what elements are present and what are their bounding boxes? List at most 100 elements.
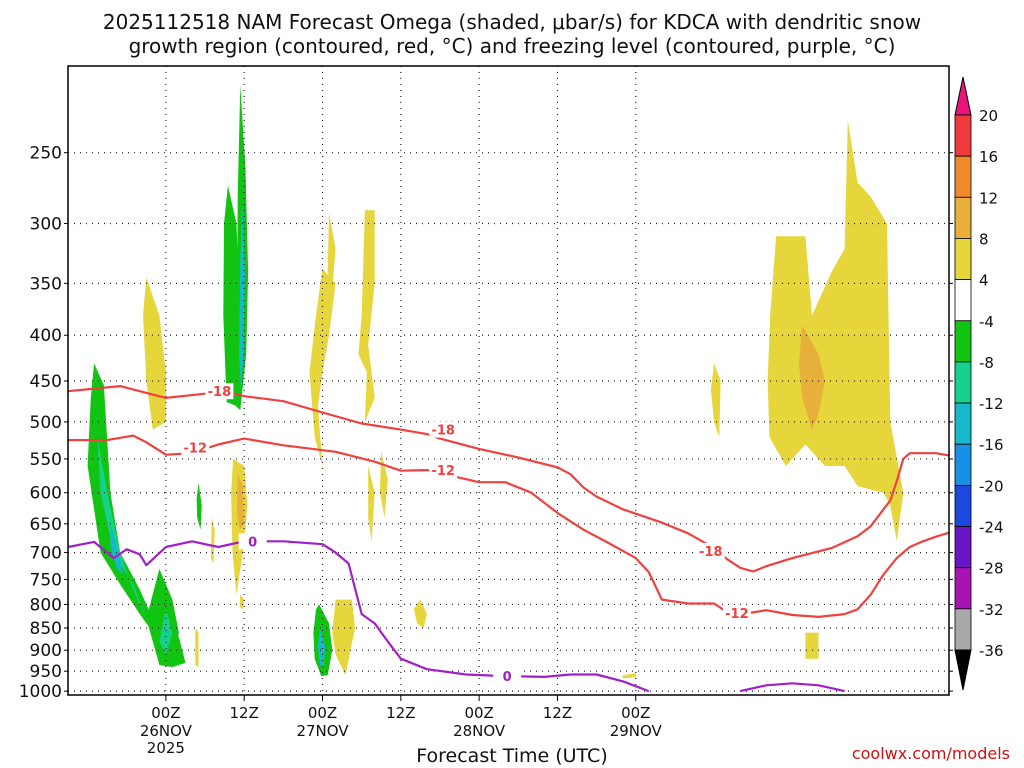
colorbar-band-7 — [954, 402, 972, 445]
contour-line-2 — [67, 540, 650, 693]
omega-shade-13 — [237, 472, 245, 530]
contour-label-2-0: 0 — [248, 535, 257, 550]
x-tick-sublabel-0-0: 26NOV — [140, 722, 193, 740]
contour-label-bg-2-0 — [238, 533, 267, 550]
omega-shade-11 — [143, 277, 166, 430]
colorbar-band-11 — [954, 567, 972, 610]
x-tick-sublabel-6-0: 29NOV — [610, 722, 663, 740]
x-tick-sublabel-0-1: 2025 — [147, 739, 185, 757]
colorbar-top-arrow — [954, 76, 972, 116]
contour-label-bg-1-2 — [722, 605, 751, 622]
omega-shade-20 — [379, 451, 388, 518]
contour-line-3 — [739, 682, 845, 693]
y-tick-label-850: 850 — [30, 619, 62, 639]
colorbar-band-8 — [954, 443, 972, 486]
colorbar-bottom-arrow — [954, 649, 972, 691]
omega-shade-22 — [332, 599, 356, 676]
y-tick-label-900: 900 — [30, 641, 62, 661]
contour-label-bg-2-1 — [493, 668, 522, 685]
y-tick-label-1000: 1000 — [19, 682, 62, 702]
colorbar-band-6 — [954, 361, 972, 404]
colorbar-band-1 — [954, 155, 972, 198]
omega-shade-18 — [327, 213, 336, 289]
omega-shade-24 — [710, 363, 721, 438]
contour-line-1 — [68, 434, 950, 618]
contour-line-0 — [67, 385, 950, 573]
y-tick-label-750: 750 — [30, 570, 62, 590]
x-tick-label-6: 00Z — [621, 704, 650, 722]
omega-shade-14 — [195, 628, 199, 668]
colorbar-label-12: -32 — [979, 601, 1004, 619]
chart-title-line-1: 2025112518 NAM Forecast Omega (shaded, μ… — [102, 10, 922, 34]
contour-label-bg-0-0 — [205, 383, 234, 400]
contour-label-bg-0-2 — [696, 542, 725, 559]
colorbar-label-9: -20 — [979, 477, 1004, 495]
omega-shade-16 — [239, 594, 245, 610]
colorbar-band-9 — [954, 484, 972, 527]
colorbar-label-11: -28 — [979, 560, 1004, 578]
colorbar-band-2 — [954, 196, 972, 239]
y-tick-label-250: 250 — [30, 144, 62, 164]
colorbar-band-3 — [954, 238, 972, 281]
omega-shade-27 — [805, 632, 819, 659]
colorbar-label-0: 20 — [979, 107, 998, 125]
contour-label-bg-0-1 — [429, 421, 458, 438]
omega-shade-25 — [767, 120, 904, 542]
colorbar-label-10: -24 — [979, 519, 1004, 537]
colorbar-label-2: 12 — [979, 189, 998, 207]
colorbar-band-5 — [954, 320, 972, 363]
omega-shade-17 — [309, 268, 336, 466]
colorbar-band-4 — [954, 279, 972, 322]
y-tick-label-800: 800 — [30, 595, 62, 615]
colorbar-label-5: -4 — [979, 313, 994, 331]
watermark: coolwx.com/models — [851, 744, 1010, 763]
omega-shade-8 — [196, 482, 202, 530]
omega-shade-21 — [368, 465, 375, 542]
x-tick-label-2: 00Z — [308, 704, 337, 722]
y-tick-label-600: 600 — [30, 484, 62, 504]
colorbar-label-4: 4 — [979, 272, 989, 290]
colorbar-label-7: -12 — [979, 395, 1004, 413]
omega-shade-15 — [210, 517, 215, 564]
colorbar-band-12 — [954, 608, 972, 651]
x-tick-label-1: 12Z — [230, 704, 259, 722]
contour-label-0-0: -18 — [208, 385, 232, 400]
y-tick-label-500: 500 — [30, 413, 62, 433]
y-tick-label-650: 650 — [30, 515, 62, 535]
omega-shade-19 — [358, 210, 375, 422]
contour-label-1-1: -12 — [431, 464, 455, 479]
colorbar-label-13: -36 — [979, 642, 1004, 660]
omega-shade-4 — [159, 609, 173, 655]
x-tick-sublabel-4-0: 28NOV — [453, 722, 506, 740]
omega-shade-2 — [110, 523, 124, 575]
omega-shade-26 — [798, 325, 825, 430]
omega-shade-5 — [223, 185, 241, 406]
contour-label-0-1: -18 — [431, 424, 455, 439]
colorbar-label-6: -8 — [979, 354, 994, 372]
colorbar-label-1: 16 — [979, 148, 998, 166]
x-tick-sublabel-2-0: 27NOV — [296, 722, 349, 740]
contour-label-bg-1-1 — [429, 462, 458, 479]
omega-shade-10 — [317, 628, 326, 668]
y-tick-label-300: 300 — [30, 214, 62, 234]
x-tick-label-3: 12Z — [386, 704, 415, 722]
colorbar-band-0 — [954, 114, 972, 157]
omega-shade-3 — [146, 568, 179, 668]
x-tick-label-5: 12Z — [543, 704, 572, 722]
y-tick-label-550: 550 — [30, 450, 62, 470]
contour-label-2-1: 0 — [503, 670, 512, 685]
chart-title-line-2: growth region (contoured, red, °C) and f… — [128, 34, 896, 58]
colorbar-label-3: 8 — [979, 230, 989, 248]
x-tick-label-4: 00Z — [464, 704, 493, 722]
y-tick-label-400: 400 — [30, 326, 62, 346]
omega-shade-7 — [239, 203, 245, 390]
contour-label-bg-1-0 — [181, 439, 210, 456]
contour-label-1-0: -12 — [184, 441, 208, 456]
y-tick-label-950: 950 — [30, 662, 62, 682]
y-tick-label-350: 350 — [30, 274, 62, 294]
omega-shade-28 — [622, 673, 636, 679]
colorbar-label-8: -16 — [979, 436, 1004, 454]
omega-shade-23 — [413, 599, 427, 628]
